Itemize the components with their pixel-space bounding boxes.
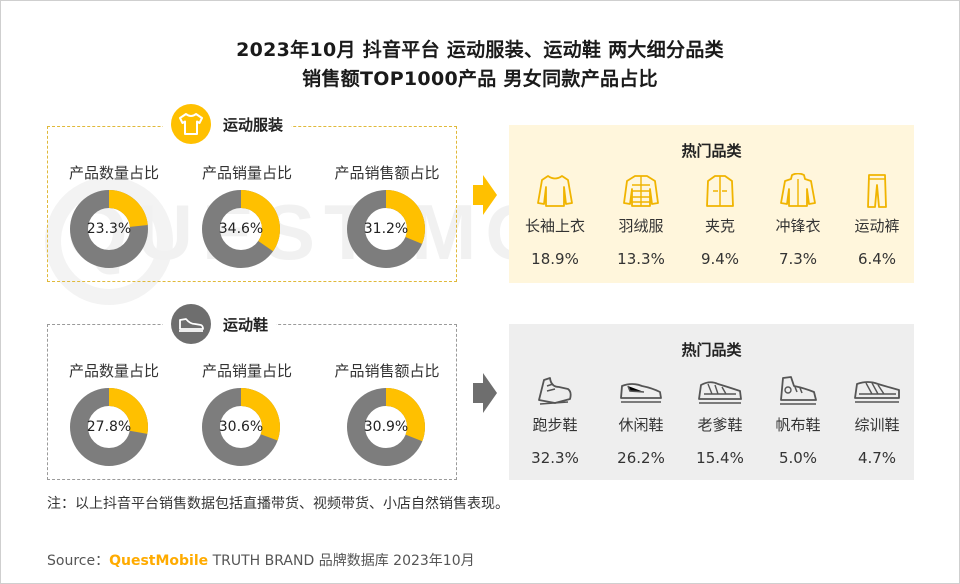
source-line: Source：QuestMobile TRUTH BRAND 品牌数据库 202… — [47, 550, 475, 570]
shoes-donut-label-2: 产品销量占比 — [201, 362, 292, 380]
long-sleeve-top-icon — [537, 175, 573, 207]
shoes-category: 帆布鞋 5.0% — [759, 372, 837, 467]
apparel-category: 运动裤 6.4% — [838, 173, 916, 268]
shoes-hot-categories: 热门品类 跑步鞋 32.3% 休闲鞋 26.2% 老爹鞋 15.4% — [509, 324, 914, 480]
apparel-section-title: 运动服装 — [223, 115, 284, 134]
shoes-donut-value-3: 30.9% — [363, 419, 409, 435]
sneaker-icon — [171, 304, 211, 344]
shoes-donut-volume — [202, 388, 280, 466]
category-name: 夹克 — [704, 217, 735, 235]
category-pct: 13.3% — [617, 250, 665, 268]
donut-slice-unisex — [347, 190, 425, 268]
shoes-category: 跑步鞋 32.3% — [516, 372, 594, 467]
donut-slice-unisex — [70, 190, 148, 268]
apparel-donut-value-1: 23.3% — [86, 221, 132, 237]
apparel-donut-label-3: 产品销售额占比 — [334, 164, 440, 182]
chart-title-line1: 2023年10月 抖音平台 运动服装、运动鞋 两大细分品类 — [236, 39, 724, 61]
apparel-category: 长袖上衣 18.9% — [516, 173, 594, 268]
apparel-hot-title: 热门品类 — [681, 142, 742, 160]
source-rest: TRUTH BRAND 品牌数据库 2023年10月 — [208, 553, 475, 569]
category-name: 羽绒服 — [618, 217, 664, 235]
apparel-donut-value-3: 31.2% — [363, 221, 409, 237]
sport-pants-icon — [867, 174, 887, 208]
running-shoe-icon — [538, 377, 572, 405]
category-pct: 9.4% — [700, 250, 740, 268]
category-name: 跑步鞋 — [532, 416, 578, 434]
apparel-donut-value-2: 34.6% — [218, 221, 264, 237]
shoes-donut-value-1: 27.8% — [86, 419, 132, 435]
category-pct: 18.9% — [531, 250, 579, 268]
apparel-donut-count — [70, 190, 148, 268]
shoes-category: 老爹鞋 15.4% — [681, 372, 759, 467]
apparel-category: 羽绒服 13.3% — [602, 173, 680, 268]
training-shoe-icon — [854, 381, 900, 403]
apparel-section-label: 运动服装 — [163, 104, 292, 144]
category-name: 运动裤 — [854, 217, 900, 235]
casual-shoe-icon — [620, 383, 662, 403]
apparel-category: 夹克 9.4% — [681, 173, 759, 268]
category-pct: 6.4% — [857, 250, 897, 268]
tshirt-icon — [171, 104, 211, 144]
shoes-section-title: 运动鞋 — [223, 315, 269, 334]
shoes-donut-count — [70, 388, 148, 466]
shoes-category: 综训鞋 4.7% — [838, 372, 916, 467]
category-name: 老爹鞋 — [697, 416, 743, 434]
chart-title-line2: 销售额TOP1000产品 男女同款产品占比 — [302, 68, 658, 90]
windbreaker-icon — [780, 173, 816, 207]
shoes-donut-label-3: 产品销售额占比 — [334, 362, 440, 380]
category-pct: 26.2% — [617, 449, 665, 467]
donut-slice-unisex — [347, 388, 425, 466]
shoes-donut-revenue — [347, 388, 425, 466]
jacket-icon — [706, 175, 734, 207]
shoes-donut-value-2: 30.6% — [218, 419, 264, 435]
category-name: 休闲鞋 — [618, 416, 664, 434]
shoes-arrow-icon — [473, 373, 497, 413]
apparel-donut-label-2: 产品销量占比 — [201, 164, 292, 182]
donut-slice-unisex — [70, 388, 148, 466]
category-pct: 15.4% — [696, 449, 744, 467]
category-pct: 32.3% — [531, 449, 579, 467]
apparel-hot-categories: 热门品类 长袖上衣 18.9% 羽绒服 13.3% 夹克 9.4% — [509, 125, 914, 283]
shoes-hot-title: 热门品类 — [681, 341, 742, 359]
category-pct: 5.0% — [778, 449, 818, 467]
category-name: 冲锋衣 — [775, 217, 821, 235]
category-pct: 4.7% — [857, 449, 897, 467]
shoes-category: 休闲鞋 26.2% — [602, 372, 680, 467]
down-jacket-icon — [623, 175, 659, 207]
apparel-donut-volume — [202, 190, 280, 268]
category-name: 长袖上衣 — [524, 217, 585, 235]
donut-slice-unisex — [202, 388, 280, 466]
category-pct: 7.3% — [778, 250, 818, 268]
donut-slice-unisex — [202, 190, 280, 268]
shoes-section-label: 运动鞋 — [163, 304, 277, 344]
apparel-donut-label-1: 产品数量占比 — [68, 164, 159, 182]
footnote: 注：以上抖音平台销售数据包括直播带货、视频带货、小店自然销售表现。 — [47, 496, 509, 512]
apparel-arrow-icon — [473, 175, 497, 215]
apparel-category: 冲锋衣 7.3% — [759, 173, 837, 268]
questmobile-brand: QuestMobile — [109, 553, 209, 569]
shoes-donut-label-1: 产品数量占比 — [68, 362, 159, 380]
canvas-shoe-icon — [780, 376, 817, 405]
apparel-donut-revenue — [347, 190, 425, 268]
category-name: 帆布鞋 — [775, 416, 821, 434]
dad-shoe-icon — [698, 381, 742, 404]
category-name: 综训鞋 — [854, 416, 900, 434]
source-prefix: Source： — [47, 553, 110, 569]
